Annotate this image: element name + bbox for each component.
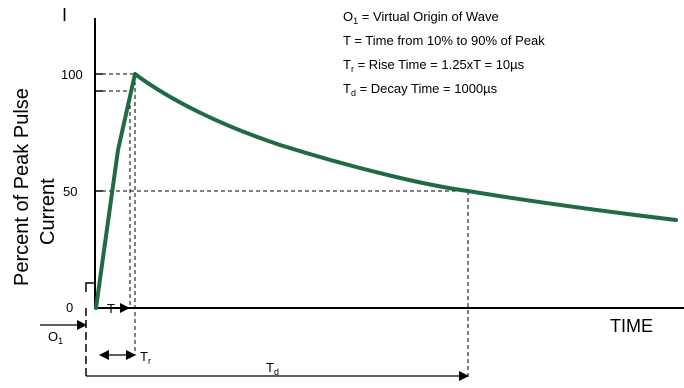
- legend-line-1: O1 = Virtual Origin of Wave: [343, 9, 499, 26]
- x-axis-label: TIME: [610, 316, 653, 336]
- y-tick-100: 100: [61, 67, 83, 82]
- y-tick-0: 0: [66, 300, 73, 315]
- legend-line-3: Tr = Rise Time = 1.25xT = 10µs: [343, 57, 525, 74]
- origin-label: O1: [48, 329, 63, 346]
- y-tick-50: 50: [63, 184, 77, 199]
- legend-line-2: T = Time from 10% to 90% of Peak: [343, 33, 545, 48]
- y-axis-title-line-1: Percent of Peak Pulse: [11, 88, 33, 286]
- pulse-curve: [94, 72, 678, 310]
- origin-bracket: [85, 282, 95, 292]
- rise-time-label: Tr: [140, 349, 151, 366]
- y-axis-title-line-2: Current: [37, 178, 59, 245]
- legend-line-4: Td = Decay Time = 1000µs: [343, 81, 498, 98]
- decay-time-label: Td: [266, 360, 279, 377]
- y-axis-top-label: I: [62, 5, 67, 25]
- t-label: T: [107, 301, 115, 316]
